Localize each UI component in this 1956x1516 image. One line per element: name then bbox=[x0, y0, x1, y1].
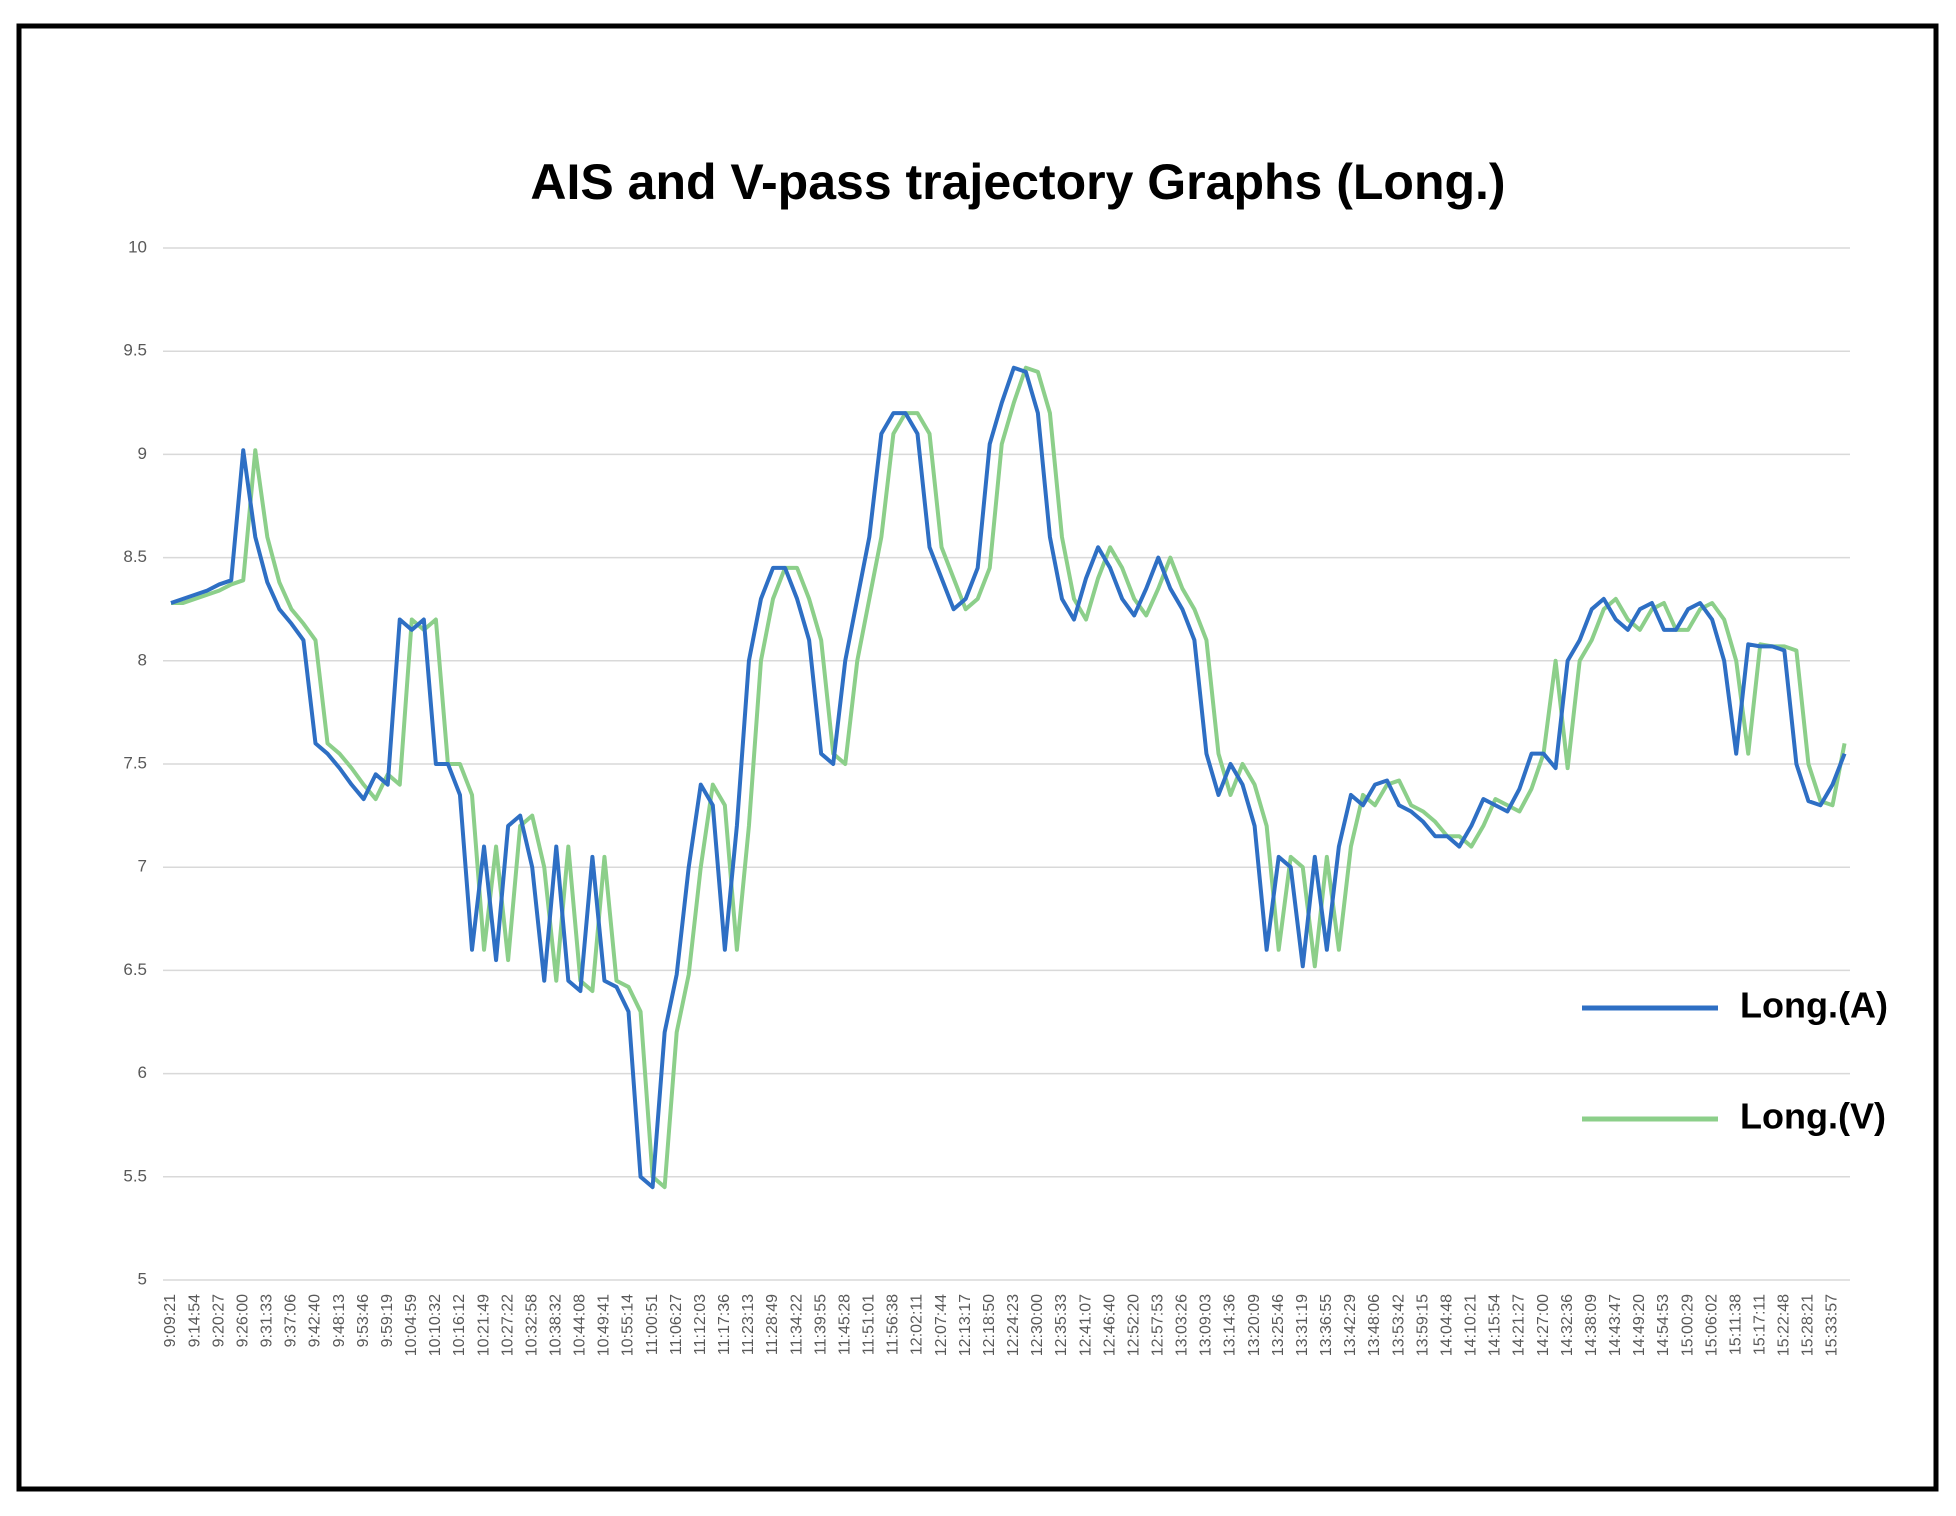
x-tick-label: 13:53:42 bbox=[1390, 1294, 1407, 1356]
x-tick-label: 15:00:29 bbox=[1679, 1294, 1696, 1356]
x-tick-label: 14:15:54 bbox=[1487, 1294, 1504, 1356]
x-tick-label: 9:09:21 bbox=[162, 1294, 179, 1347]
x-tick-label: 13:31:19 bbox=[1294, 1294, 1311, 1356]
x-tick-label: 9:53:46 bbox=[355, 1294, 372, 1347]
x-tick-label: 13:42:29 bbox=[1342, 1294, 1359, 1356]
x-tick-label: 15:33:57 bbox=[1824, 1294, 1841, 1356]
x-tick-label: 13:14:36 bbox=[1222, 1294, 1239, 1356]
x-tick-label: 11:23:13 bbox=[740, 1294, 757, 1355]
x-tick-label: 11:06:27 bbox=[668, 1294, 685, 1355]
x-tick-label: 11:00:51 bbox=[644, 1294, 661, 1355]
x-tick-label: 13:25:46 bbox=[1270, 1294, 1287, 1356]
x-tick-label: 14:21:27 bbox=[1511, 1294, 1528, 1356]
y-tick-label: 7 bbox=[138, 857, 147, 876]
x-tick-label: 14:04:48 bbox=[1438, 1294, 1455, 1356]
x-tick-label: 12:35:33 bbox=[1053, 1294, 1070, 1356]
x-tick-label: 9:26:00 bbox=[234, 1294, 251, 1347]
frame bbox=[16, 23, 1939, 1492]
x-tick-label: 11:56:38 bbox=[885, 1294, 902, 1355]
y-tick-label: 9 bbox=[138, 444, 147, 463]
x-tick-label: 14:49:20 bbox=[1631, 1294, 1648, 1356]
x-tick-label: 12:18:50 bbox=[981, 1294, 998, 1356]
x-tick-label: 13:48:06 bbox=[1366, 1294, 1383, 1356]
x-tick-label: 13:20:09 bbox=[1246, 1294, 1263, 1356]
x-tick-label: 10:38:32 bbox=[547, 1294, 564, 1356]
x-tick-label: 11:39:55 bbox=[812, 1294, 829, 1355]
x-tick-label: 9:14:54 bbox=[186, 1294, 203, 1347]
x-tick-label: 10:27:22 bbox=[499, 1294, 516, 1356]
x-tick-label: 15:17:11 bbox=[1751, 1294, 1768, 1355]
y-tick-label: 5 bbox=[138, 1269, 147, 1288]
x-tick-label: 15:28:21 bbox=[1800, 1294, 1817, 1356]
x-tick-label: 10:32:58 bbox=[523, 1294, 540, 1356]
x-tick-label: 10:16:12 bbox=[451, 1294, 468, 1356]
x-tick-label: 14:10:21 bbox=[1463, 1294, 1480, 1356]
legend-label: Long.(A) bbox=[1740, 985, 1888, 1026]
x-tick-label: 14:32:36 bbox=[1559, 1294, 1576, 1356]
y-tick-label: 9.5 bbox=[123, 341, 147, 360]
x-tick-label: 10:49:41 bbox=[596, 1294, 613, 1356]
y-tick-label: 6 bbox=[138, 1063, 147, 1082]
y-tick-label: 7.5 bbox=[123, 753, 147, 772]
x-tick-label: 12:46:40 bbox=[1101, 1294, 1118, 1356]
legend-label: Long.(V) bbox=[1740, 1096, 1886, 1137]
x-tick-label: 12:02:11 bbox=[909, 1294, 926, 1355]
x-tick-label: 10:44:08 bbox=[572, 1294, 589, 1356]
y-tick-label: 6.5 bbox=[123, 960, 147, 979]
x-tick-label: 12:30:00 bbox=[1029, 1294, 1046, 1356]
x-tick-label: 12:07:44 bbox=[933, 1294, 950, 1356]
x-tick-label: 10:21:49 bbox=[475, 1294, 492, 1356]
x-tick-label: 11:34:22 bbox=[788, 1294, 805, 1355]
x-tick-label: 13:36:55 bbox=[1318, 1294, 1335, 1356]
x-tick-label: 12:13:17 bbox=[957, 1294, 974, 1356]
x-tick-label: 14:54:53 bbox=[1655, 1294, 1672, 1356]
x-tick-label: 12:52:20 bbox=[1125, 1294, 1142, 1356]
x-tick-label: 13:09:03 bbox=[1198, 1294, 1215, 1356]
series-line bbox=[170, 365, 1847, 1190]
y-tick-label: 5.5 bbox=[123, 1166, 147, 1185]
x-tick-label: 10:55:14 bbox=[620, 1294, 637, 1356]
x-tick-label: 12:24:23 bbox=[1005, 1294, 1022, 1356]
x-tick-label: 9:37:06 bbox=[283, 1294, 300, 1347]
x-tick-label: 15:22:48 bbox=[1776, 1294, 1793, 1356]
x-tick-label: 11:45:28 bbox=[836, 1294, 853, 1355]
x-tick-label: 13:03:26 bbox=[1174, 1294, 1191, 1356]
x-tick-label: 11:17:36 bbox=[716, 1294, 733, 1355]
x-tick-label: 11:28:49 bbox=[764, 1294, 781, 1355]
y-tick-label: 8.5 bbox=[123, 547, 147, 566]
x-tick-label: 12:57:53 bbox=[1149, 1294, 1166, 1356]
x-tick-label: 12:41:07 bbox=[1077, 1294, 1094, 1356]
x-tick-label: 14:38:09 bbox=[1583, 1294, 1600, 1356]
x-tick-label: 9:59:19 bbox=[379, 1294, 396, 1347]
x-tick-label: 14:43:47 bbox=[1607, 1294, 1624, 1356]
x-tick-label: 9:42:40 bbox=[307, 1294, 324, 1347]
x-tick-label: 11:51:01 bbox=[861, 1294, 878, 1355]
x-tick-label: 15:06:02 bbox=[1703, 1294, 1720, 1356]
y-tick-label: 8 bbox=[138, 650, 147, 669]
chart-title: AIS and V-pass trajectory Graphs (Long.) bbox=[530, 154, 1505, 210]
y-tick-label: 10 bbox=[128, 237, 147, 256]
x-tick-label: 14:27:00 bbox=[1535, 1294, 1552, 1356]
x-tick-label: 13:59:15 bbox=[1414, 1294, 1431, 1356]
x-tick-label: 15:11:38 bbox=[1727, 1294, 1744, 1355]
x-tick-label: 9:48:13 bbox=[331, 1294, 348, 1347]
x-tick-label: 9:31:33 bbox=[259, 1294, 276, 1347]
x-tick-label: 10:04:59 bbox=[403, 1294, 420, 1356]
x-tick-label: 11:12:03 bbox=[692, 1294, 709, 1355]
x-tick-label: 10:10:32 bbox=[427, 1294, 444, 1356]
x-tick-label: 9:20:27 bbox=[210, 1294, 227, 1347]
